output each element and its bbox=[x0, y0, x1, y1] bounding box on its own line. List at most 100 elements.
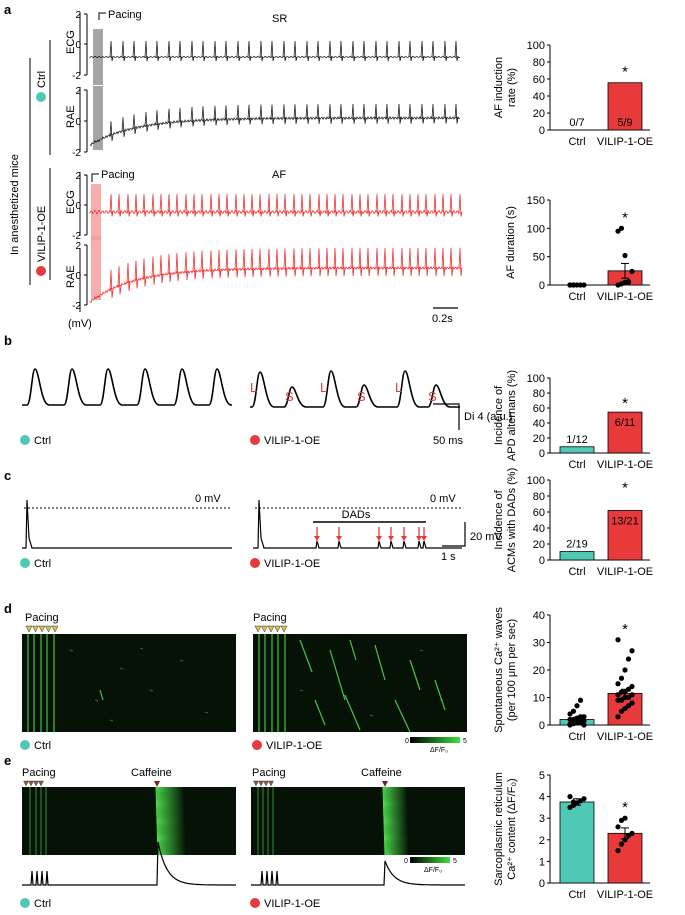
caffeine-transient bbox=[403, 786, 407, 856]
tick-neg2: -2 bbox=[72, 231, 81, 242]
ctrl-label-b: Ctrl bbox=[34, 435, 51, 447]
tick-2: 2 bbox=[75, 86, 81, 97]
kymograph-oe-lines bbox=[258, 634, 446, 733]
category-label: VILIP-1-OE bbox=[597, 889, 653, 901]
caffeine-transient bbox=[393, 786, 397, 856]
data-point bbox=[625, 686, 632, 692]
apd-scale-bar bbox=[433, 403, 460, 430]
caffeine-transient bbox=[178, 786, 182, 856]
y-tick-label: 0 bbox=[539, 280, 545, 292]
y-axis-label-line: Incidence of bbox=[493, 385, 505, 445]
oe-label-e: VILIP-1-OE bbox=[264, 898, 320, 910]
oe-dot-d bbox=[252, 740, 262, 750]
cbar-max-d: 5 bbox=[463, 738, 467, 745]
caffeine-transient bbox=[161, 786, 165, 856]
y-axis-label-line: Sarcoplasmic reticulum bbox=[493, 772, 505, 886]
category-label: Ctrl bbox=[568, 889, 585, 901]
oe-label-b: VILIP-1-OE bbox=[264, 435, 320, 447]
dad-arrow-head bbox=[421, 536, 427, 541]
rhythm-af-label: AF bbox=[272, 169, 286, 181]
pacing-triangles-e-ctrl bbox=[23, 780, 44, 787]
pacing-label-e-ctrl: Pacing bbox=[22, 767, 56, 779]
panel-label-b: b bbox=[4, 333, 12, 348]
dad-arrow-head bbox=[336, 536, 342, 541]
significance-star: * bbox=[622, 799, 628, 816]
tick-2: 2 bbox=[75, 241, 81, 252]
panel-label-d: d bbox=[4, 601, 12, 616]
dads-label: DADs bbox=[342, 509, 371, 521]
bar-vilip-1-oe bbox=[607, 82, 643, 131]
data-point bbox=[622, 689, 628, 695]
pacing-marker-2 bbox=[91, 173, 99, 182]
pacing-triangle bbox=[51, 625, 59, 633]
caffeine-transient bbox=[173, 786, 177, 856]
short-label-3: S bbox=[428, 389, 437, 404]
y-tick-label: 80 bbox=[533, 388, 545, 400]
pacing-triangle bbox=[25, 625, 33, 633]
y-axis-label-line: rate (%) bbox=[506, 68, 518, 107]
dad-arrow-head bbox=[314, 536, 320, 541]
caffeine-transient bbox=[401, 786, 405, 856]
data-point bbox=[581, 796, 587, 802]
pacing-triangle bbox=[38, 625, 46, 633]
y-tick-label: 80 bbox=[533, 491, 545, 503]
kymo-wave bbox=[374, 644, 386, 681]
bar-fraction-label: 13/21 bbox=[611, 515, 639, 527]
caffeine-transient bbox=[402, 786, 406, 856]
pacing-triangle bbox=[263, 780, 269, 787]
dad-arrow-head bbox=[388, 536, 394, 541]
bar-fraction-label: 0/7 bbox=[569, 117, 584, 129]
category-label: VILIP-1-OE bbox=[597, 566, 653, 578]
caffeine-transient bbox=[170, 786, 174, 856]
ap-scale-bar bbox=[442, 522, 466, 547]
y-tick-label: 60 bbox=[533, 403, 545, 415]
pacing-label-2: Pacing bbox=[101, 169, 135, 181]
data-point bbox=[618, 675, 625, 681]
rae-label-2: RAE bbox=[65, 265, 77, 288]
data-point bbox=[629, 830, 635, 836]
y-tick-label: 40 bbox=[533, 610, 545, 622]
oe-dot-c bbox=[250, 558, 260, 568]
panel-label-e: e bbox=[4, 753, 11, 768]
caffeine-transient bbox=[394, 786, 398, 856]
caffeine-transient bbox=[386, 786, 390, 856]
caffeine-transient bbox=[391, 786, 395, 856]
ap-scale-x: 1 s bbox=[441, 551, 456, 563]
caffeine-transient bbox=[400, 786, 404, 856]
ecg-trace-oe bbox=[89, 184, 463, 240]
caffeine-transient bbox=[396, 786, 400, 856]
pacing-triangle bbox=[258, 780, 264, 787]
oe-dot-e bbox=[250, 898, 260, 908]
tick-neg2: -2 bbox=[72, 71, 81, 82]
kymograph-e-oe-lines bbox=[257, 786, 409, 856]
caffeine-marker-oe bbox=[382, 781, 388, 787]
y-axis-label: Sarcoplasmic reticulumCa²⁺ content (ΔF/F… bbox=[493, 772, 518, 886]
ctrl-label-e: Ctrl bbox=[34, 898, 51, 910]
data-point bbox=[581, 282, 587, 288]
pacing-triangle bbox=[253, 780, 259, 787]
ecg-trace-ctrl bbox=[89, 29, 461, 85]
ctrl-label-c: Ctrl bbox=[34, 558, 51, 570]
short-label-1: S bbox=[285, 389, 294, 404]
data-point bbox=[574, 716, 580, 723]
time-scale-label: 0.2s bbox=[432, 313, 453, 325]
apd-scale-x: 50 ms bbox=[433, 435, 463, 447]
caffeine-transient bbox=[182, 786, 186, 856]
tick-0: 0 bbox=[75, 201, 81, 212]
kymo-spark bbox=[149, 689, 154, 692]
group-ctrl-label: Ctrl bbox=[36, 71, 48, 88]
rae-trace-ctrl bbox=[89, 86, 461, 150]
caffeine-transient bbox=[160, 786, 164, 856]
pacing-triangle bbox=[268, 780, 274, 787]
data-point bbox=[581, 722, 587, 728]
bar-fraction-label: 1/12 bbox=[566, 434, 587, 446]
tick-0: 0 bbox=[75, 271, 81, 282]
apd-scale-y: Di 4 (a.u.) bbox=[464, 411, 512, 423]
tick-neg2: -2 bbox=[72, 148, 81, 159]
data-point bbox=[581, 718, 587, 724]
y-tick-label: 20 bbox=[533, 665, 545, 677]
cbar-max-e: 5 bbox=[453, 858, 457, 865]
kymograph-ctrl-lines bbox=[27, 634, 209, 732]
ap-scale-y: 20 mV bbox=[470, 531, 502, 543]
cbar-min-e: 0 bbox=[404, 858, 408, 865]
